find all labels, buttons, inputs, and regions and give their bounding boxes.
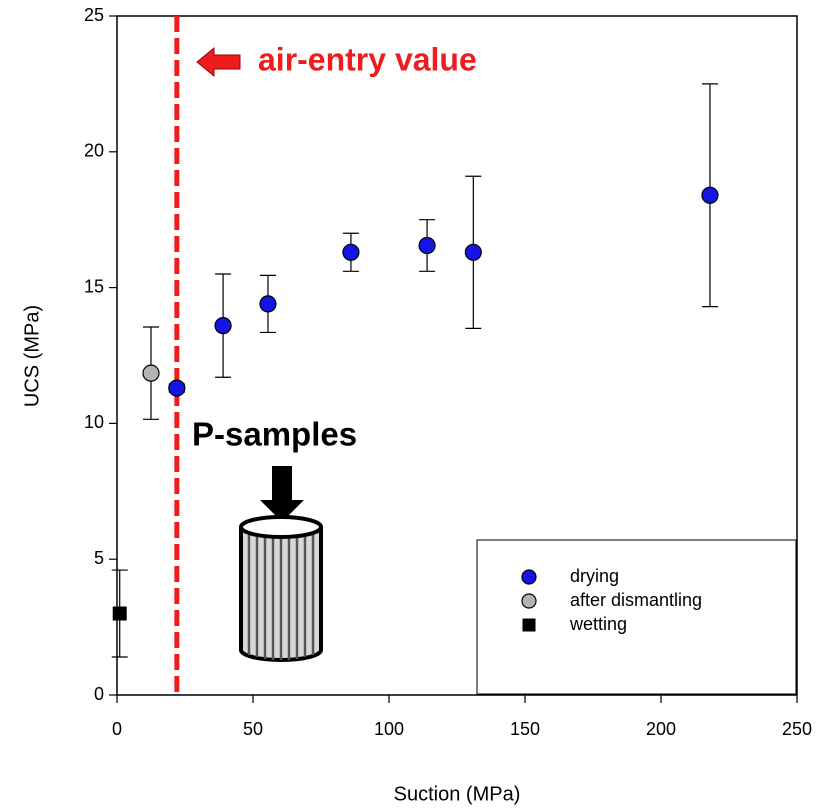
marker xyxy=(168,379,186,397)
marker xyxy=(701,186,719,204)
x-tick-label: 0 xyxy=(112,719,122,739)
marker xyxy=(464,243,482,261)
marker xyxy=(418,236,436,255)
annotation: P-samples xyxy=(192,416,357,453)
x-axis-label: Suction (MPa) xyxy=(394,783,521,805)
y-tick-label: 10 xyxy=(84,412,104,432)
y-tick-label: 5 xyxy=(94,548,104,568)
y-axis-label: UCS (MPa) xyxy=(21,305,43,407)
legend-label: drying xyxy=(570,566,619,586)
annotation-arrow xyxy=(196,46,241,78)
legend-marker xyxy=(521,569,537,585)
x-tick-label: 100 xyxy=(374,719,404,739)
marker xyxy=(342,243,360,261)
legend-marker xyxy=(522,618,536,632)
marker xyxy=(112,606,127,621)
legend-label: wetting xyxy=(569,614,627,634)
x-tick-label: 50 xyxy=(243,719,263,739)
sample-illustration xyxy=(239,466,323,662)
legend-label: after dismantling xyxy=(570,590,702,610)
x-tick-label: 200 xyxy=(646,719,676,739)
marker xyxy=(214,317,232,335)
x-tick-label: 250 xyxy=(782,719,812,739)
y-tick-label: 25 xyxy=(84,5,104,25)
marker xyxy=(259,295,277,313)
x-tick-label: 150 xyxy=(510,719,540,739)
marker xyxy=(142,364,160,382)
air-entry-label: air-entry value xyxy=(258,41,477,77)
y-tick-label: 15 xyxy=(84,276,104,296)
legend-marker xyxy=(521,593,537,609)
legend-box xyxy=(476,539,797,695)
plot-frame xyxy=(116,15,798,696)
y-tick-label: 20 xyxy=(84,141,104,161)
y-tick-label: 0 xyxy=(94,684,104,704)
